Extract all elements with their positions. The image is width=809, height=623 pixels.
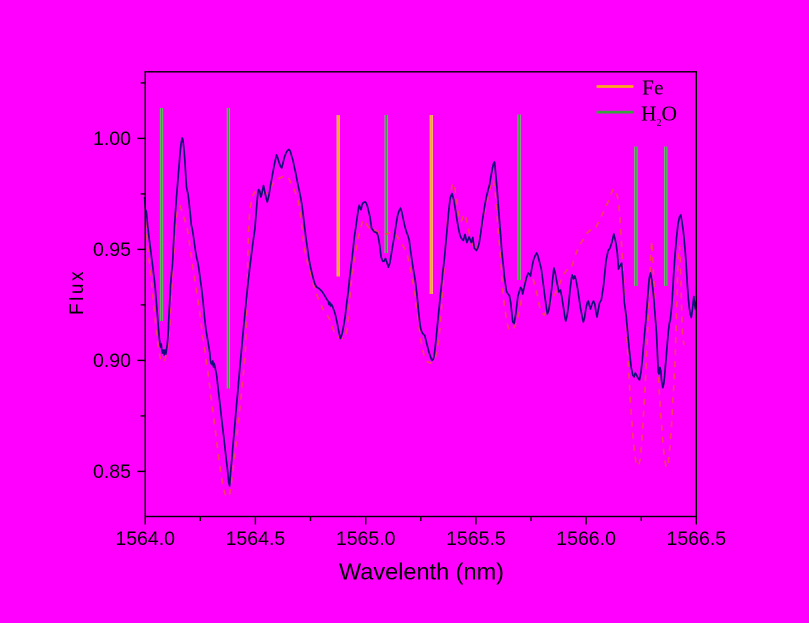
svg-text:1566.5: 1566.5 — [666, 528, 726, 550]
svg-text:Flux: Flux — [67, 269, 88, 315]
svg-text:1565.5: 1565.5 — [446, 528, 506, 550]
svg-text:1566.0: 1566.0 — [556, 528, 616, 550]
svg-text:0.95: 0.95 — [93, 239, 131, 261]
svg-text:1.00: 1.00 — [93, 128, 131, 150]
svg-text:Wavelenth (nm): Wavelenth (nm) — [339, 559, 504, 585]
svg-text:Fe: Fe — [642, 76, 664, 100]
svg-text:1564.5: 1564.5 — [226, 528, 286, 550]
svg-text:0.85: 0.85 — [93, 461, 131, 483]
svg-text:0.90: 0.90 — [93, 350, 131, 372]
svg-text:1565.0: 1565.0 — [336, 528, 396, 550]
svg-text:1564.0: 1564.0 — [115, 528, 175, 550]
